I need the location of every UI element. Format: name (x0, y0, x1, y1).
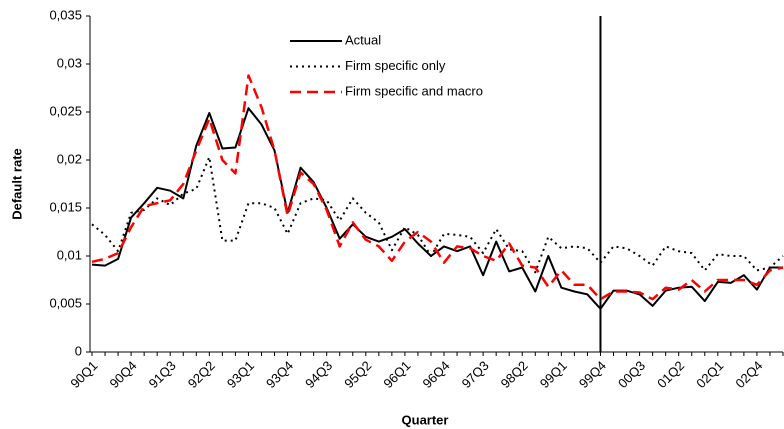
x-tick-label: 00Q3 (615, 358, 648, 391)
series-line (91, 107, 783, 310)
y-tick-label: 0 (75, 343, 82, 358)
legend-label: Firm specific only (345, 58, 446, 73)
x-tick-label: 91Q3 (146, 358, 179, 391)
x-tick-label: 92Q2 (185, 358, 218, 391)
x-tick-label: 01Q2 (654, 358, 687, 391)
legend-label: Actual (345, 32, 381, 47)
x-tick-label: 93Q1 (224, 358, 257, 391)
y-tick-label: 0,035 (49, 7, 82, 22)
y-tick-label: 0,025 (49, 103, 82, 118)
x-tick-label: 96Q4 (419, 358, 452, 391)
x-tick-label: 90Q4 (107, 358, 140, 391)
x-tick-label: 95Q2 (341, 358, 374, 391)
y-tick-label: 0,02 (57, 151, 82, 166)
x-tick-label: 96Q1 (380, 358, 413, 391)
x-tick-label: 99Q4 (576, 358, 609, 391)
y-tick-label: 0,015 (49, 199, 82, 214)
legend-label: Firm specific and macro (345, 83, 483, 98)
x-tick-label: 90Q1 (67, 358, 100, 391)
x-tick-label: 99Q1 (537, 358, 570, 391)
x-tick-label: 98Q2 (498, 358, 531, 391)
y-axis-title: Default rate (9, 148, 24, 220)
x-tick-label: 02Q4 (732, 358, 765, 391)
y-tick-label: 0,01 (57, 247, 82, 262)
x-tick-label: 93Q4 (263, 358, 296, 391)
series-line (91, 156, 784, 274)
y-tick-label: 0,03 (57, 55, 82, 70)
x-tick-label: 02Q1 (693, 358, 726, 391)
y-tick-label: 0,005 (49, 295, 82, 310)
x-tick-label: 94Q3 (302, 358, 335, 391)
x-axis-title: Quarter (402, 412, 449, 427)
series-line (91, 74, 784, 301)
x-tick-label: 97Q3 (459, 358, 492, 391)
